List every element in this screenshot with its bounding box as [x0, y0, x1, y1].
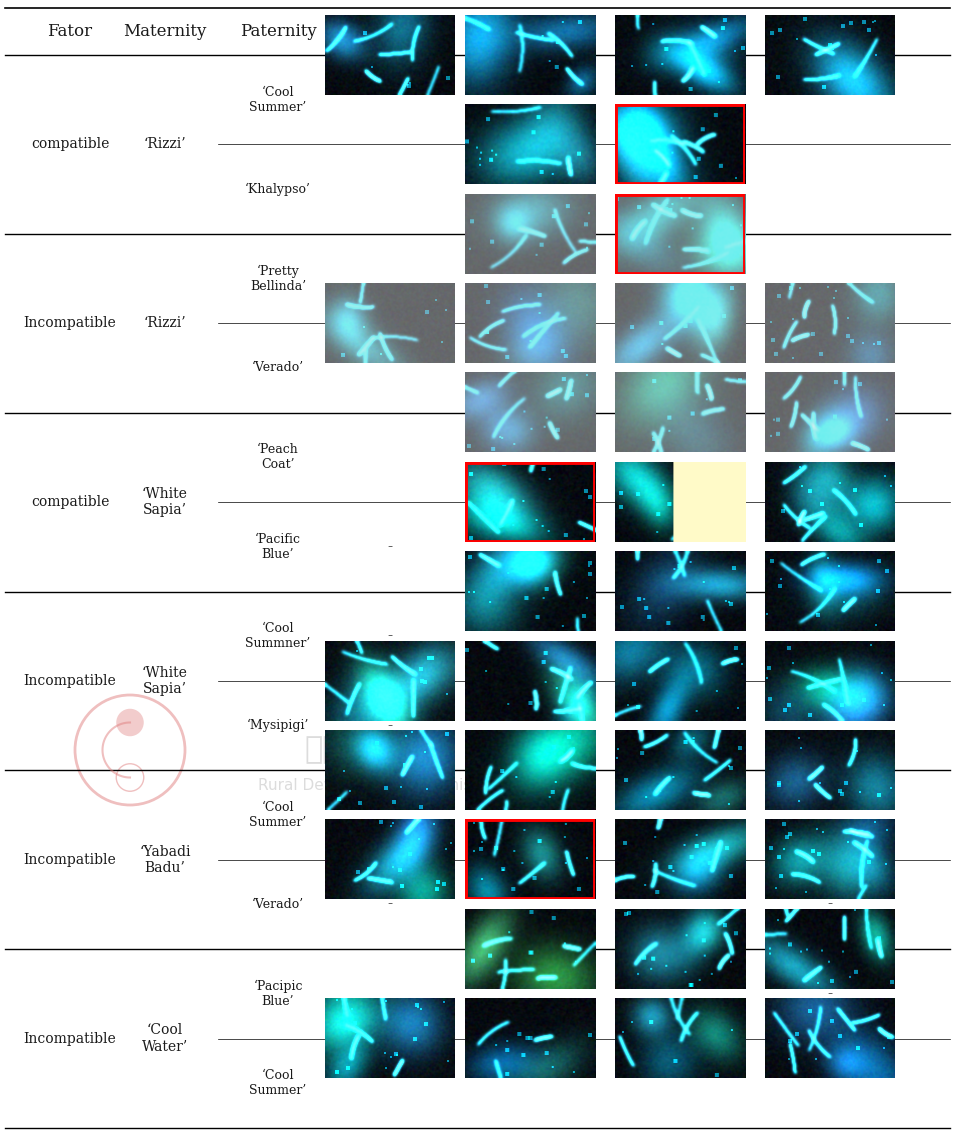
- Text: ‘Yabadi
Badu’: ‘Yabadi Badu’: [139, 844, 191, 875]
- Text: ‘Pacific
Blue’: ‘Pacific Blue’: [255, 533, 301, 561]
- Bar: [465, 819, 595, 899]
- Circle shape: [117, 709, 144, 736]
- Text: ‘Pretty
Bellinda’: ‘Pretty Bellinda’: [250, 264, 306, 292]
- Text: ‘Cool
Summner’: ‘Cool Summner’: [245, 622, 310, 650]
- Text: ‘Cool
Summer’: ‘Cool Summer’: [249, 801, 307, 830]
- Text: ‘Verado’: ‘Verado’: [252, 898, 304, 910]
- Text: ‘White
Sapia’: ‘White Sapia’: [142, 487, 188, 517]
- Text: ‘Verado’: ‘Verado’: [252, 362, 304, 374]
- Text: ‘Pacipic
Blue’: ‘Pacipic Blue’: [253, 980, 303, 1008]
- Text: ‘Rizzi’: ‘Rizzi’: [143, 316, 186, 330]
- Text: ‘White
Sapia’: ‘White Sapia’: [142, 666, 188, 696]
- Text: ‘Peach
Coat’: ‘Peach Coat’: [257, 444, 299, 471]
- Text: 24hr: 24hr: [510, 23, 550, 40]
- Text: ‘Mysipigi’: ‘Mysipigi’: [246, 719, 309, 732]
- Text: -: -: [388, 718, 393, 733]
- Text: Incompatible: Incompatible: [24, 852, 117, 867]
- Text: -: -: [388, 898, 393, 912]
- Text: Fator: Fator: [48, 23, 93, 40]
- Text: 0hr: 0hr: [375, 23, 405, 40]
- Bar: [465, 462, 595, 542]
- Text: ‘Cool
Summer’: ‘Cool Summer’: [249, 1070, 307, 1097]
- Text: Incompatible: Incompatible: [24, 674, 117, 687]
- Text: -: -: [827, 898, 833, 912]
- Text: Paternity: Paternity: [240, 23, 316, 40]
- Text: -: -: [827, 987, 833, 1001]
- Text: Incompatible: Incompatible: [24, 1031, 117, 1046]
- Bar: [615, 193, 745, 273]
- Text: compatible: compatible: [31, 138, 109, 151]
- Text: Incompatible: Incompatible: [24, 316, 117, 330]
- Text: Rural Development Administration: Rural Development Administration: [258, 777, 522, 792]
- Text: ‘Cool
Water’: ‘Cool Water’: [142, 1023, 188, 1054]
- Text: ‘Khalypso’: ‘Khalypso’: [245, 182, 311, 196]
- Text: 36hr: 36hr: [660, 23, 700, 40]
- Text: ‘Rizzi’: ‘Rizzi’: [143, 138, 186, 151]
- Text: -: -: [388, 539, 393, 554]
- Text: compatible: compatible: [31, 495, 109, 509]
- Text: -: -: [388, 629, 393, 643]
- Text: 72hr: 72hr: [810, 23, 850, 40]
- Text: ‘Cool
Summer’: ‘Cool Summer’: [249, 85, 307, 114]
- Text: 농촬진흥청: 농촬진흥청: [305, 735, 395, 765]
- Text: Maternity: Maternity: [123, 23, 206, 40]
- Bar: [615, 104, 745, 184]
- Circle shape: [117, 764, 144, 791]
